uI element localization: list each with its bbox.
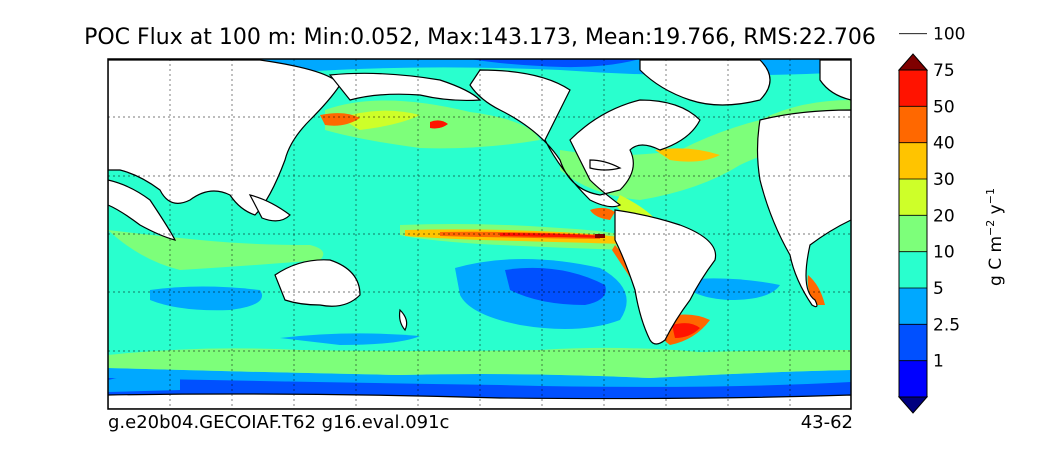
south-america — [614, 209, 717, 345]
south-atlantic-gyre — [680, 278, 780, 300]
colorbar-swatches — [897, 53, 929, 414]
colorbar-swatch — [899, 251, 927, 288]
chart-title: POC Flux at 100 m: Min:0.052, Max:143.17… — [84, 25, 876, 50]
colorbar-swatch — [899, 360, 927, 397]
colorbar-tick-label: 40 — [933, 134, 955, 154]
colorbar-tick-label: 100 — [933, 25, 965, 45]
colorbar-swatch — [899, 215, 927, 252]
colorbar-extend-min — [897, 396, 929, 414]
colorbar-swatch — [899, 142, 927, 179]
colorbar-swatch — [899, 179, 927, 216]
map-grid — [108, 59, 851, 409]
colorbar-unit-label: g C m−2 y−1 — [984, 188, 1006, 286]
colorbar-tick-label: 2.5 — [933, 315, 960, 335]
year-range-label: 43-62 — [800, 412, 853, 433]
colorbar-tick-label: 50 — [933, 97, 955, 117]
colorbar-swatch — [899, 106, 927, 143]
indian-ocean-gyre — [150, 286, 262, 311]
colorbar-swatch — [899, 70, 927, 107]
colorbar-ticks: 1 2.5 5 10 20 30 40 50 75 100 — [899, 25, 965, 372]
colorbar-swatch — [899, 288, 927, 325]
australia — [274, 259, 361, 307]
colorbar-tick-label: 20 — [933, 206, 955, 226]
colorbar-swatch — [899, 324, 927, 361]
colorbar-tick-label: 30 — [933, 170, 955, 190]
colorbar-tick-label: 5 — [933, 279, 944, 299]
colorbar-tick-label: 75 — [933, 61, 955, 81]
map-frame — [107, 58, 852, 410]
map-field — [108, 59, 851, 409]
colorbar-extend-max — [897, 53, 929, 71]
case-name-label: g.e20b04.GECOIAF.T62 g16.eval.091c — [108, 412, 450, 433]
colorbar-tick-label: 10 — [933, 243, 955, 263]
colorbar-tick-label: 1 — [933, 352, 944, 372]
